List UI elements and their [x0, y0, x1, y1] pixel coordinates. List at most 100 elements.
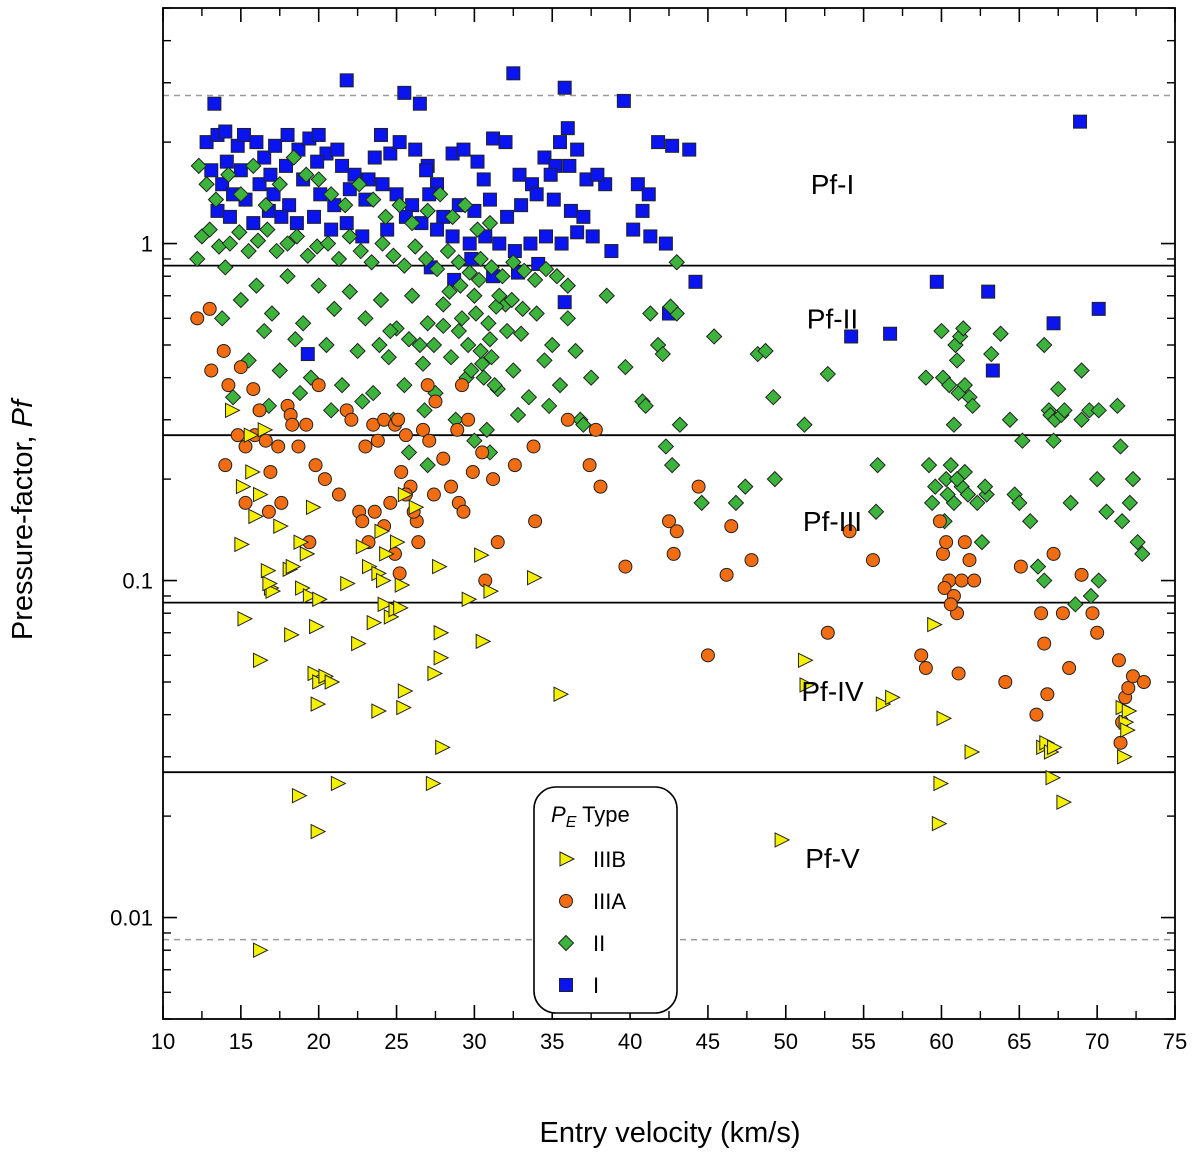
point-I-47	[554, 136, 567, 149]
point-IIIB-52	[397, 701, 411, 715]
point-I-60	[376, 178, 389, 191]
point-IIIA-63	[720, 568, 733, 581]
point-IIIB-21	[254, 653, 268, 667]
point-IIIA-79	[958, 536, 971, 549]
x-tick-label-10: 10	[151, 1029, 175, 1054]
point-IIIA-46	[476, 446, 489, 459]
point-IIIA-13	[272, 440, 285, 453]
point-IIIB-49	[434, 626, 448, 640]
point-II-173	[918, 370, 933, 385]
point-I-100	[644, 230, 657, 243]
point-I-33	[487, 132, 500, 145]
point-IIIB-61	[292, 789, 306, 803]
x-axis-label: Entry velocity (km/s)	[539, 1117, 800, 1149]
x-tick-label-20: 20	[306, 1029, 330, 1054]
point-II-63	[280, 269, 295, 284]
point-I-93	[524, 237, 537, 250]
point-I-132	[642, 188, 655, 201]
point-IIIA-54	[583, 459, 596, 472]
point-II-224	[1113, 439, 1128, 454]
point-II-206	[1037, 573, 1052, 588]
point-IIIB-62	[311, 825, 325, 839]
point-II-172	[869, 504, 884, 519]
point-II-178	[943, 458, 958, 473]
point-II-198	[993, 326, 1008, 341]
point-IIIA-2	[205, 364, 218, 377]
point-II-197	[984, 347, 999, 362]
point-IIIA-82	[944, 598, 957, 611]
point-IIIA-30	[384, 496, 397, 509]
point-I-129	[563, 159, 576, 172]
point-IIIA-38	[423, 434, 436, 447]
point-I-46	[683, 143, 696, 156]
point-II-71	[529, 306, 544, 321]
point-II-40	[353, 244, 368, 259]
point-IIIB-50	[434, 651, 448, 665]
point-IIIA-20	[312, 379, 325, 392]
point-IIIA-73	[940, 536, 953, 549]
point-I-114	[1092, 302, 1105, 315]
point-I-112	[982, 285, 995, 298]
point-II-226	[1125, 472, 1140, 487]
point-IIIA-32	[392, 413, 405, 426]
point-IIIB-5	[254, 488, 268, 502]
legend-label-IIIB: IIIB	[593, 847, 626, 872]
point-IIIA-120	[421, 379, 434, 392]
band-label-1: Pf-II	[807, 303, 858, 334]
legend-title: PE Type	[551, 802, 630, 831]
point-IIIA-24	[345, 413, 358, 426]
point-IIIA-55	[589, 423, 602, 436]
point-I-84	[381, 223, 394, 236]
point-IIIA-84	[999, 676, 1012, 689]
point-II-112	[355, 394, 370, 409]
point-II-67	[405, 288, 420, 303]
point-IIIB-71	[928, 618, 942, 632]
point-II-61	[218, 260, 233, 275]
point-IIIB-31	[352, 637, 366, 651]
point-I-79	[290, 217, 303, 230]
point-I-91	[493, 237, 506, 250]
point-IIIA-45	[466, 465, 479, 478]
point-I-118	[301, 348, 314, 361]
point-IIIA-18	[300, 418, 313, 431]
point-II-56	[528, 272, 543, 287]
point-I-97	[586, 230, 599, 243]
point-IIIA-112	[412, 536, 425, 549]
point-IIIA-22	[332, 488, 345, 501]
point-II-149	[618, 360, 633, 375]
point-IIIB-15	[306, 500, 320, 514]
point-II-118	[542, 398, 557, 413]
point-II-83	[545, 338, 560, 353]
point-I-76	[247, 217, 260, 230]
point-II-110	[293, 386, 308, 401]
point-IIIB-60	[554, 687, 568, 701]
point-IIIB-30	[341, 577, 355, 591]
point-I-54	[283, 199, 296, 212]
point-I-72	[564, 204, 577, 217]
point-II-167	[766, 390, 781, 405]
point-II-44	[397, 258, 412, 273]
point-II-168	[767, 472, 782, 487]
point-IIIA-118	[368, 505, 381, 518]
x-tick-label-35: 35	[540, 1029, 564, 1054]
point-II-158	[672, 417, 687, 432]
point-II-169	[797, 417, 812, 432]
point-II-123	[468, 306, 483, 321]
point-II-39	[342, 229, 357, 244]
legend-label-I: I	[593, 973, 599, 998]
point-I-5	[413, 97, 426, 110]
point-IIIB-59	[528, 571, 542, 585]
point-II-68	[436, 297, 451, 312]
point-IIIA-51	[491, 536, 504, 549]
point-IIIA-39	[429, 395, 442, 408]
point-II-38	[331, 251, 346, 266]
point-IIIA-44	[462, 413, 475, 426]
point-IIIA-4	[222, 379, 235, 392]
point-IIIA-81	[968, 574, 981, 587]
x-tick-label-65: 65	[1007, 1029, 1031, 1054]
scatter-chart: Pf-IPf-IIPf-IIIPf-IVPf-V 101520253035404…	[0, 0, 1200, 1156]
point-II-88	[350, 343, 365, 358]
point-II-60	[190, 251, 205, 266]
point-IIIA-72	[937, 547, 950, 560]
point-IIIA-28	[371, 434, 384, 447]
